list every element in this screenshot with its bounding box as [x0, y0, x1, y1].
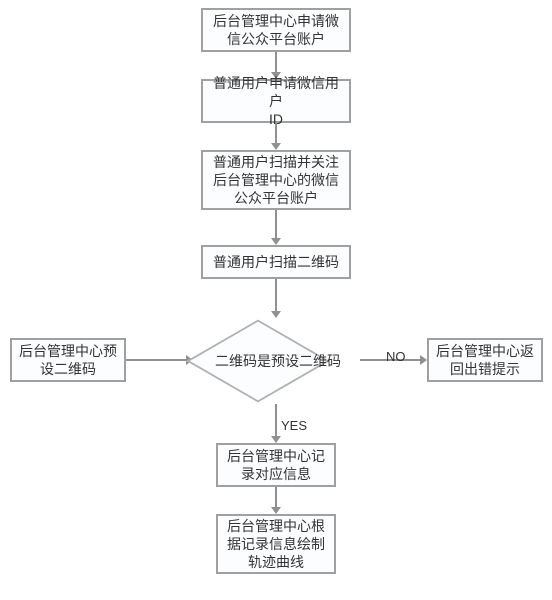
- arrow: [275, 52, 277, 74]
- node-text: 后台管理中心申请微信公众平台账户: [207, 12, 345, 48]
- node-text: 普通用户扫描并关注后台管理中心的微信公众平台账户: [207, 153, 345, 208]
- node-record-info: 后台管理中心记录对应信息: [216, 443, 336, 487]
- arrow: [275, 210, 277, 240]
- arrow: [275, 123, 277, 145]
- edge-label-yes: YES: [281, 418, 307, 433]
- node-apply-userid: 普通用户申请微信用户 ID: [201, 79, 351, 123]
- flowchart-container: 后台管理中心申请微信公众平台账户 普通用户申请微信用户 ID 普通用户扫描并关注…: [0, 0, 552, 600]
- node-scan-qr: 普通用户扫描二维码: [201, 245, 351, 279]
- node-draw-trajectory: 后台管理中心根据记录信息绘制轨迹曲线: [216, 514, 336, 574]
- node-apply-account: 后台管理中心申请微信公众平台账户: [201, 8, 351, 52]
- edge-label-no: NO: [386, 349, 406, 364]
- node-scan-follow: 普通用户扫描并关注后台管理中心的微信公众平台账户: [201, 150, 351, 210]
- node-text: 后台管理中心返回出错提示: [433, 342, 537, 378]
- arrow-head: [271, 311, 281, 318]
- arrow-head: [271, 436, 281, 443]
- node-preset-qr: 后台管理中心预设二维码: [10, 338, 126, 382]
- node-text: 普通用户扫描二维码: [213, 253, 339, 271]
- node-text: 后台管理中心根据记录信息绘制轨迹曲线: [222, 517, 330, 572]
- arrow-head: [271, 143, 281, 150]
- arrow-head: [271, 507, 281, 514]
- node-error-prompt: 后台管理中心返回出错提示: [427, 338, 543, 382]
- decision-is-preset: [186, 320, 329, 403]
- arrow-head: [271, 238, 281, 245]
- arrow: [275, 487, 277, 509]
- arrow: [126, 359, 188, 361]
- node-text: 后台管理中心预设二维码: [16, 342, 120, 378]
- arrow: [275, 279, 277, 313]
- arrow-head: [420, 355, 427, 365]
- node-text: 普通用户申请微信用户: [207, 74, 345, 110]
- node-text: 后台管理中心记录对应信息: [222, 447, 330, 483]
- arrow: [275, 404, 277, 438]
